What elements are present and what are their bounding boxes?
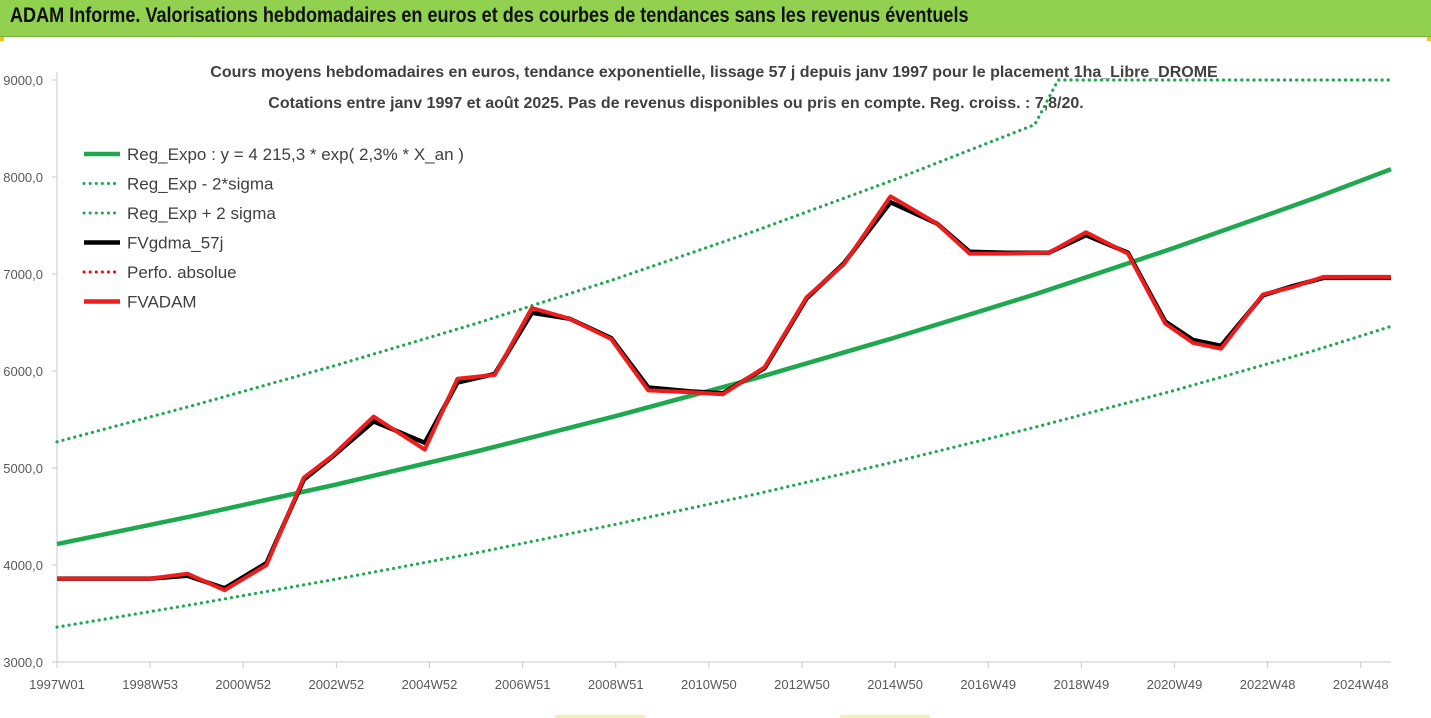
series-line-2: [55, 78, 1393, 444]
x-tick-label: 2014W50: [867, 677, 923, 692]
y-tick-label: 5000,0: [3, 461, 43, 476]
legend-label-0: Reg_Expo : y = 4 215,3 * exp( 2,3% * X_a…: [127, 145, 464, 164]
chart-title-line2: Cotations entre janv 1997 et août 2025. …: [268, 95, 1083, 112]
series-line-5: [57, 194, 1391, 593]
x-tick-label: 2004W52: [402, 677, 458, 692]
legend-label-1: Reg_Exp - 2*sigma: [127, 175, 274, 194]
legend-label-4: Perfo. absolue: [127, 263, 237, 282]
x-tick-label: 2012W50: [774, 677, 830, 692]
chart-area: Cours moyens hebdomadaires en euros, ten…: [0, 37, 1431, 718]
axes: 3000,0 4000,0 5000,0 6000,0 7000,0 8000,0 9000…: [3, 72, 1391, 692]
series-line-0: [56, 167, 1392, 547]
x-tick-label: 2010W50: [681, 677, 737, 692]
series-layer: [55, 78, 1393, 629]
corner-mark-bottom-1: [555, 715, 645, 718]
x-tick-label: 2006W51: [495, 677, 551, 692]
x-tick-label: 2002W52: [309, 677, 365, 692]
legend-label-5: FVADAM: [127, 293, 197, 312]
legend-label-3: FVgdma_57j: [127, 234, 223, 253]
line-chart: Cours moyens hebdomadaires en euros, ten…: [3, 64, 1393, 692]
x-tick-label: 1998W53: [122, 677, 178, 692]
x-tick-label: 2016W49: [960, 677, 1016, 692]
corner-mark-tl: [0, 37, 4, 41]
corner-mark-tr: [1427, 37, 1431, 41]
report-banner: ADAM Informe. Valorisations hebdomadaire…: [0, 0, 1431, 37]
x-tick-label: 2018W49: [1054, 677, 1110, 692]
corner-mark-bottom-2: [840, 715, 930, 718]
y-tick-label: 9000,0: [3, 73, 43, 88]
series-line-1: [55, 324, 1393, 629]
y-tick-label: 6000,0: [3, 364, 43, 379]
legend-label-2: Reg_Exp + 2 sigma: [127, 204, 276, 223]
y-tick-label: 8000,0: [3, 170, 43, 185]
x-tick-label: 2000W52: [215, 677, 271, 692]
y-tick-label: 3000,0: [3, 655, 43, 670]
report-title: ADAM Informe. Valorisations hebdomadaire…: [10, 4, 969, 27]
x-tick-label: 2024W48: [1333, 677, 1389, 692]
y-tick-label: 4000,0: [3, 558, 43, 573]
x-tick-label: 1997W01: [29, 677, 85, 692]
x-tick-label: 2022W48: [1240, 677, 1296, 692]
chart-title-line1: Cours moyens hebdomadaires en euros, ten…: [210, 64, 1218, 81]
x-tick-label: 2020W49: [1147, 677, 1203, 692]
y-tick-label: 7000,0: [3, 267, 43, 282]
legend: Reg_Expo : y = 4 215,3 * exp( 2,3% * X_a…: [82, 145, 464, 312]
x-tick-label: 2008W51: [588, 677, 644, 692]
